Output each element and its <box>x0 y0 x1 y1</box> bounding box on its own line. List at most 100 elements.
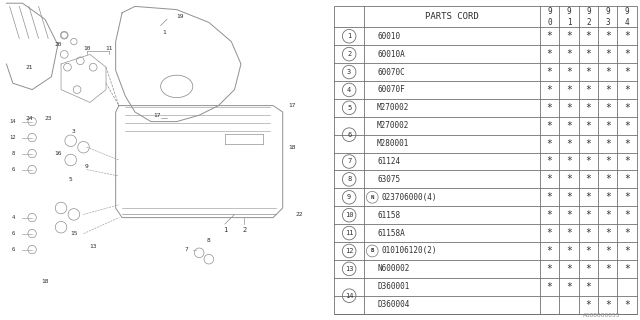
Text: *: * <box>586 192 591 202</box>
Text: *: * <box>547 174 552 184</box>
Text: 4: 4 <box>347 87 351 93</box>
Text: 18: 18 <box>289 145 296 150</box>
Text: M270002: M270002 <box>377 121 410 130</box>
Text: *: * <box>566 49 572 59</box>
Text: *: * <box>605 192 611 202</box>
Text: *: * <box>605 264 611 274</box>
Text: 11: 11 <box>345 230 353 236</box>
Text: *: * <box>547 49 552 59</box>
Text: 5: 5 <box>347 105 351 111</box>
Text: *: * <box>566 246 572 256</box>
Text: 2: 2 <box>242 228 246 233</box>
Text: 1: 1 <box>162 29 166 35</box>
Text: *: * <box>566 156 572 166</box>
Text: *: * <box>547 156 552 166</box>
Text: 023706000(4): 023706000(4) <box>382 193 437 202</box>
Text: 60070C: 60070C <box>377 68 405 76</box>
Text: *: * <box>566 67 572 77</box>
Text: *: * <box>605 121 611 131</box>
Text: *: * <box>547 228 552 238</box>
Text: *: * <box>586 156 591 166</box>
Text: N600002: N600002 <box>377 264 410 273</box>
Text: 9
3: 9 3 <box>605 7 610 27</box>
Text: 5: 5 <box>69 177 72 182</box>
Text: 6: 6 <box>12 247 15 252</box>
Text: *: * <box>586 121 591 131</box>
Text: 8: 8 <box>12 151 15 156</box>
Text: *: * <box>605 85 611 95</box>
Text: D360004: D360004 <box>377 300 410 309</box>
Text: 61124: 61124 <box>377 157 400 166</box>
Text: *: * <box>547 210 552 220</box>
Text: *: * <box>605 103 611 113</box>
Text: *: * <box>605 210 611 220</box>
Text: 6: 6 <box>12 167 15 172</box>
Text: 12: 12 <box>345 248 353 254</box>
Text: *: * <box>547 85 552 95</box>
Text: 61158: 61158 <box>377 211 400 220</box>
Text: 23: 23 <box>44 116 52 121</box>
Text: 3: 3 <box>72 129 76 134</box>
Text: *: * <box>547 192 552 202</box>
Text: M280001: M280001 <box>377 139 410 148</box>
Text: *: * <box>624 139 630 148</box>
Text: M270002: M270002 <box>377 103 410 112</box>
Text: 20: 20 <box>54 42 61 47</box>
Text: *: * <box>547 67 552 77</box>
Text: 15: 15 <box>70 231 77 236</box>
Text: 60010A: 60010A <box>377 50 405 59</box>
Text: *: * <box>624 31 630 41</box>
Text: *: * <box>605 156 611 166</box>
Text: 9
4: 9 4 <box>625 7 629 27</box>
Text: 9: 9 <box>85 164 88 169</box>
Text: *: * <box>624 192 630 202</box>
Text: *: * <box>586 282 591 292</box>
Text: *: * <box>566 210 572 220</box>
Text: *: * <box>605 228 611 238</box>
Text: 7: 7 <box>347 158 351 164</box>
Text: *: * <box>624 300 630 310</box>
Text: *: * <box>566 174 572 184</box>
Text: 4: 4 <box>12 215 15 220</box>
Text: A600000055: A600000055 <box>583 313 621 318</box>
Text: 21: 21 <box>25 65 33 70</box>
Text: *: * <box>624 49 630 59</box>
Text: *: * <box>586 174 591 184</box>
Text: 9
1: 9 1 <box>566 7 572 27</box>
Text: 63075: 63075 <box>377 175 400 184</box>
Text: *: * <box>566 228 572 238</box>
Text: *: * <box>605 174 611 184</box>
Text: *: * <box>624 85 630 95</box>
Text: *: * <box>586 49 591 59</box>
Text: *: * <box>586 31 591 41</box>
Text: 17: 17 <box>289 103 296 108</box>
Text: 9: 9 <box>347 194 351 200</box>
Text: *: * <box>624 228 630 238</box>
Text: *: * <box>624 121 630 131</box>
Text: 13: 13 <box>345 266 353 272</box>
Text: *: * <box>566 103 572 113</box>
Text: 6: 6 <box>347 132 351 138</box>
Text: *: * <box>586 300 591 310</box>
Text: 6: 6 <box>12 231 15 236</box>
Text: *: * <box>605 300 611 310</box>
Text: 22: 22 <box>295 212 303 217</box>
Text: *: * <box>566 139 572 148</box>
Text: 9
0: 9 0 <box>547 7 552 27</box>
Text: 60070F: 60070F <box>377 85 405 94</box>
Text: *: * <box>547 246 552 256</box>
Text: *: * <box>605 246 611 256</box>
Text: 3: 3 <box>347 69 351 75</box>
Text: PARTS CORD: PARTS CORD <box>425 12 479 21</box>
Text: 14: 14 <box>345 293 353 299</box>
Text: 9
2: 9 2 <box>586 7 591 27</box>
Text: *: * <box>624 210 630 220</box>
Text: *: * <box>586 139 591 148</box>
Text: *: * <box>547 31 552 41</box>
Text: 12: 12 <box>10 135 16 140</box>
Text: 16: 16 <box>54 151 61 156</box>
Text: *: * <box>605 49 611 59</box>
Text: *: * <box>547 103 552 113</box>
Text: 17: 17 <box>154 113 161 118</box>
Text: *: * <box>566 31 572 41</box>
